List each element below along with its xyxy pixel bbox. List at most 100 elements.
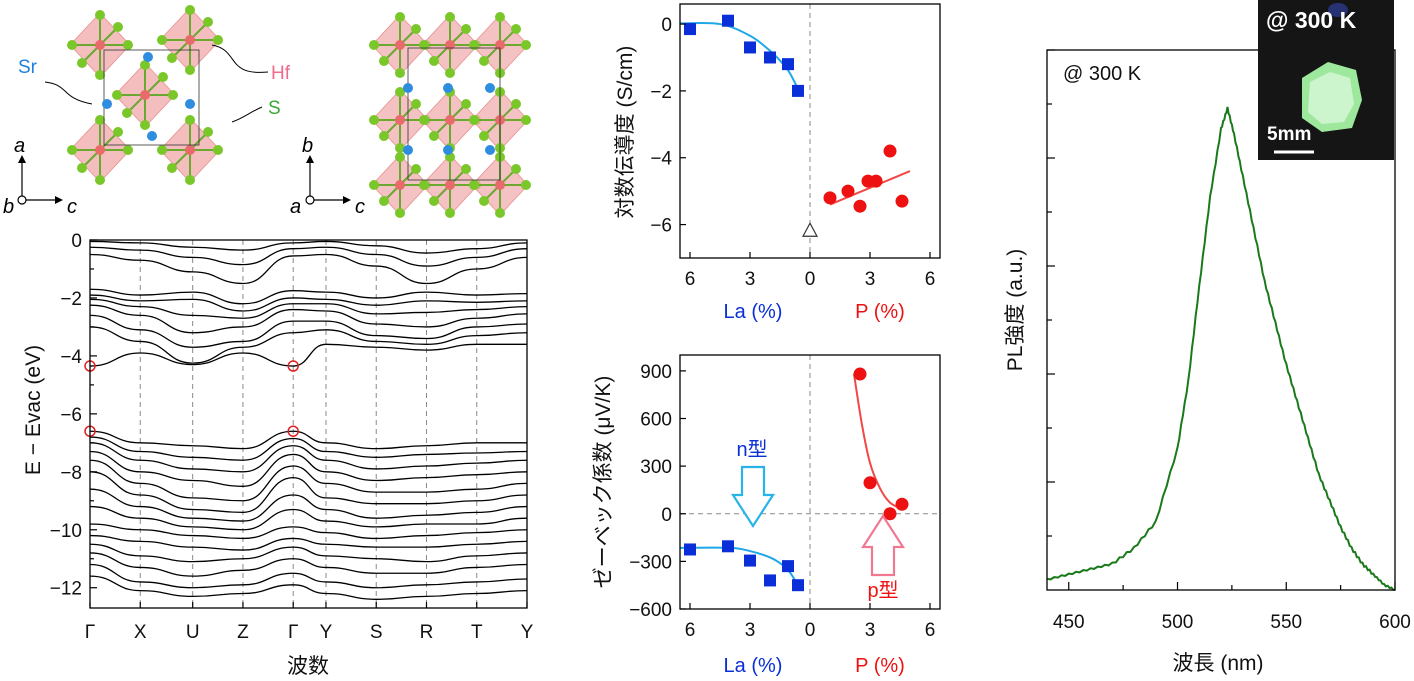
s-atom xyxy=(469,40,479,50)
sr-atom xyxy=(443,83,453,93)
s-atom xyxy=(395,87,405,97)
s-atom xyxy=(369,180,379,190)
s-atom xyxy=(369,115,379,125)
unit-cell xyxy=(103,49,200,146)
s-atom xyxy=(429,131,439,141)
sr-atom xyxy=(102,99,112,109)
inset-scale-label: 5mm xyxy=(1267,124,1311,145)
n-type-label: n型 xyxy=(736,438,767,461)
x-tick-label: 6 xyxy=(925,620,936,641)
conductivity-p-label: P (%) xyxy=(855,301,905,323)
s-atom xyxy=(185,115,195,125)
seebeck-chart: 6 3 0 3 6 900 600 300 0 −300 −600 ゼーベック係数 (μV/K) L… xyxy=(592,354,941,677)
axis-b-label-right: b xyxy=(302,135,313,157)
pl-spectrum-chart: 450 500 550 600 @ 300 K PL強度 (a.u.) 波長 (nm)… xyxy=(1004,0,1411,675)
energy-band xyxy=(89,543,528,563)
conductivity-chart: 6 3 0 3 6 0 −2 −4 −6 対数伝導度 (S/cm) La (%) P (%) xyxy=(614,3,941,323)
energy-band xyxy=(89,534,528,551)
y-tick-label: 0 xyxy=(661,15,672,36)
p-data-point xyxy=(863,476,877,490)
crystal-structure-right: b a c xyxy=(290,12,531,218)
band-extremum-marker xyxy=(287,425,299,437)
pl-xlabel: 波長 (nm) xyxy=(1173,652,1264,675)
band-plot-frame xyxy=(89,239,528,609)
pl-ylabel: PL強度 (a.u.) xyxy=(1004,249,1027,372)
la-data-point xyxy=(744,554,756,567)
s-atom xyxy=(479,131,489,141)
s-atom xyxy=(379,56,389,66)
s-atom xyxy=(445,208,455,218)
x-tick-label: 0 xyxy=(805,620,816,641)
s-atom xyxy=(479,56,489,66)
band-ylabel: E − Evac (eV) xyxy=(22,345,45,475)
band-structure-chart: 0 −2 −4 −6 −8 −10 −12 Γ X U Z Γ Y S R T Y E − Evac (eV)… xyxy=(22,231,534,678)
x-tick-label: 6 xyxy=(685,269,696,290)
hf-atom xyxy=(95,145,105,155)
axis-a-label: a xyxy=(14,135,25,157)
hf-label: Hf xyxy=(271,63,291,84)
x-tick-label: 0 xyxy=(805,269,816,290)
y-tick-label: −2 xyxy=(650,82,672,103)
conductivity-la-label: La (%) xyxy=(724,301,783,323)
s-atom xyxy=(95,70,105,80)
energy-band xyxy=(89,552,528,577)
s-atom xyxy=(469,115,479,125)
p-data-point xyxy=(883,507,897,521)
s-atom xyxy=(113,127,123,137)
s-atom xyxy=(213,145,223,155)
p-data-point xyxy=(841,184,855,198)
s-atom xyxy=(521,180,531,190)
s-atom xyxy=(67,145,77,155)
sr-atom xyxy=(147,131,157,141)
x-tick-label: S xyxy=(370,622,383,643)
x-tick-label: U xyxy=(186,622,200,643)
s-atom xyxy=(140,60,150,70)
energy-band xyxy=(89,436,528,461)
s-pointer xyxy=(231,106,263,123)
energy-band xyxy=(89,488,528,522)
sr-atom xyxy=(143,52,153,62)
band-extremum-marker xyxy=(287,360,299,372)
energy-band xyxy=(89,450,528,487)
y-tick-label: 300 xyxy=(640,457,672,478)
energy-band xyxy=(89,459,528,502)
p-data-point xyxy=(895,194,909,208)
x-tick-label: 3 xyxy=(865,269,876,290)
la-data-point xyxy=(684,23,696,36)
energy-band xyxy=(89,430,527,450)
s-atom xyxy=(213,35,223,45)
x-tick-label: 3 xyxy=(865,620,876,641)
s-atom xyxy=(445,68,455,78)
energy-band xyxy=(89,314,528,348)
s-atom xyxy=(113,22,123,32)
axis-b-label: b xyxy=(3,196,14,218)
energy-band xyxy=(89,442,528,473)
y-tick-label: −8 xyxy=(60,463,82,484)
energy-band xyxy=(89,246,528,267)
s-atom xyxy=(419,115,429,125)
s-atom xyxy=(185,65,195,75)
s-atom xyxy=(479,196,489,206)
y-tick-label: −4 xyxy=(650,149,672,170)
s-atom xyxy=(123,40,133,50)
n-type-arrow xyxy=(730,465,776,529)
sr-atom xyxy=(185,99,195,109)
la-data-point xyxy=(764,574,776,587)
s-atom xyxy=(521,115,531,125)
p-data-point xyxy=(823,191,837,205)
energy-band xyxy=(89,326,528,364)
y-tick-label: −600 xyxy=(629,600,672,621)
sr-label: Sr xyxy=(18,57,38,78)
undoped-data-point xyxy=(801,221,819,237)
hf-atom xyxy=(445,40,455,50)
la-data-point xyxy=(782,560,794,573)
la-data-point xyxy=(764,51,776,64)
hf-atom xyxy=(395,115,405,125)
s-atom xyxy=(168,90,178,100)
hf-atom xyxy=(445,180,455,190)
hf-atom xyxy=(95,40,105,50)
x-tick-label: X xyxy=(134,622,147,643)
x-tick-label: 550 xyxy=(1270,612,1302,633)
y-tick-label: −4 xyxy=(60,347,82,368)
hf-atom xyxy=(445,115,455,125)
